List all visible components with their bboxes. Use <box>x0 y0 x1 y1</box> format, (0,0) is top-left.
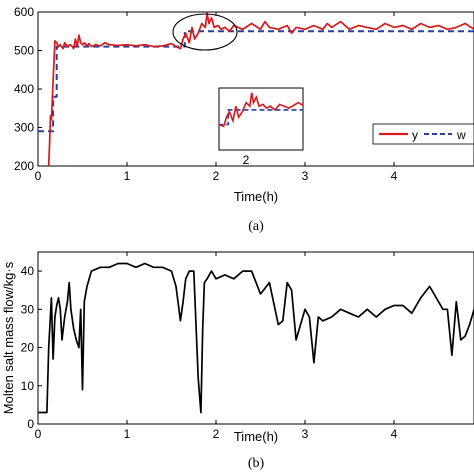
series-lines-a <box>38 12 474 166</box>
x-axis-label-a: Time(h) <box>234 189 278 204</box>
x-tick-label-b: 2 <box>213 427 220 441</box>
plot-area-b <box>37 251 474 425</box>
x-tick-label-b: 0 <box>35 427 42 441</box>
inset-series-lines <box>219 92 303 128</box>
inset-series-line-y <box>219 92 303 128</box>
x-tick-label-a: 3 <box>302 169 309 183</box>
highlight-ellipse <box>172 13 238 51</box>
x-tick-label-b: 1 <box>124 427 131 441</box>
y-tick-label-b: 30 <box>21 302 35 316</box>
x-tick-label-b: 3 <box>302 427 309 441</box>
legend-box <box>372 123 474 145</box>
y-tick-label-a: 400 <box>14 82 34 96</box>
x-tick-label-a: 4 <box>391 169 398 183</box>
panel-caption-a: (a) <box>248 219 264 234</box>
x-axis-label-b: Time(h) <box>234 429 278 444</box>
series-line-y-a <box>47 12 474 166</box>
y-tick-label-b: 10 <box>21 379 35 393</box>
axis-ticks-a: 0 1 2 3 4 200 300 400 500 600 <box>14 5 398 183</box>
legend-w-label: w <box>456 128 466 142</box>
x-tick-label-a: 1 <box>124 169 131 183</box>
panel-caption-b: (b) <box>248 456 265 471</box>
y-tick-label-b: 40 <box>21 264 35 278</box>
y-tick-label-a: 600 <box>14 5 34 19</box>
legend-y-label: y <box>412 128 418 142</box>
inset-zoom: 2 <box>218 87 304 167</box>
y-axis-label-b: Molten salt mass flow/kg·s <box>1 261 16 414</box>
y-tick-label-a: 300 <box>14 121 34 135</box>
legend: y w <box>372 123 474 145</box>
x-tick-label-b: 4 <box>391 427 398 441</box>
y-tick-label-a: 200 <box>14 159 34 173</box>
series-line-flow-b <box>38 262 474 414</box>
inset-annotation: 2 <box>243 153 250 167</box>
x-tick-label-a: 0 <box>35 169 42 183</box>
chart-panel-a: 0 1 2 3 4 200 300 400 500 600 2 y w Time(h) (a) <box>14 5 474 234</box>
series-lines-b <box>38 262 474 414</box>
y-tick-label-b: 0 <box>27 417 34 431</box>
x-tick-label-a: 2 <box>213 169 220 183</box>
y-tick-label-a: 500 <box>14 44 34 58</box>
y-tick-label-b: 20 <box>21 341 35 355</box>
